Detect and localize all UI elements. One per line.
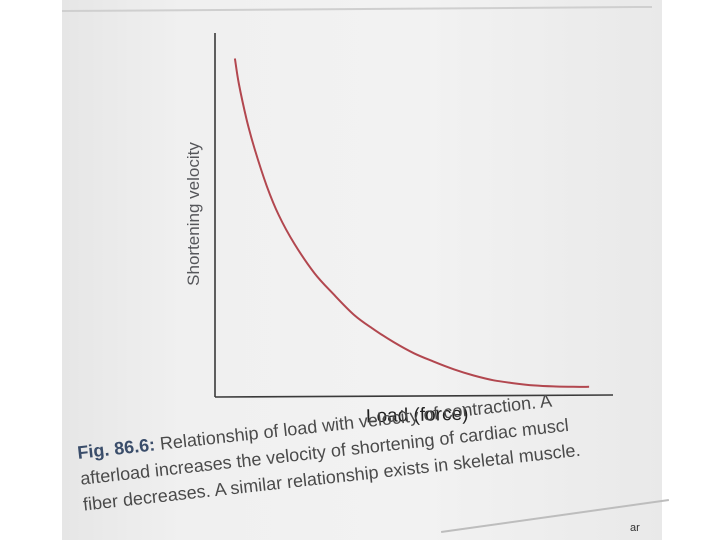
x-axis [214,394,614,398]
y-axis-label: Shortening velocity [184,142,203,286]
book-page [62,0,662,540]
series-layer [233,58,590,388]
corner-text: ar [630,522,640,534]
series-line-0 [233,58,590,388]
